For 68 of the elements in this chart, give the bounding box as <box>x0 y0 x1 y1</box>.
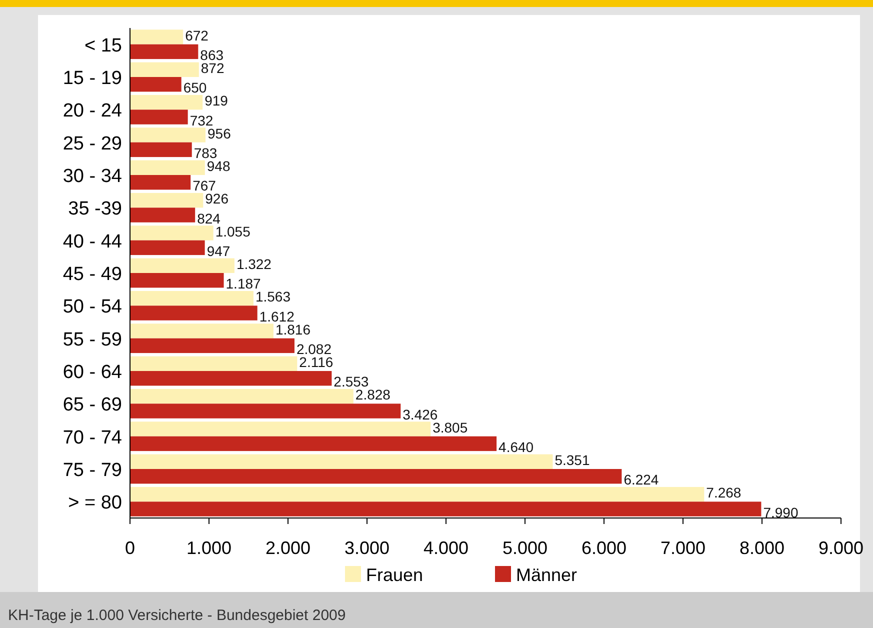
data-label: 672 <box>185 27 209 44</box>
x-tick-label: 6.000 <box>581 538 627 558</box>
y-tick-label: 40 - 44 <box>62 231 122 252</box>
bar <box>130 422 431 436</box>
bar <box>130 306 258 320</box>
y-tick-label: 45 - 49 <box>62 264 122 285</box>
x-tick-label: 9.000 <box>818 538 864 558</box>
bar <box>130 44 198 60</box>
bar <box>130 486 704 502</box>
data-label: 947 <box>206 243 230 260</box>
bar <box>130 110 188 124</box>
bar <box>130 226 214 240</box>
bar <box>130 94 203 110</box>
bar <box>130 356 298 371</box>
y-tick-label: 50 - 54 <box>62 296 122 318</box>
bar <box>130 192 204 208</box>
bar <box>130 404 401 418</box>
x-tick-label: 7.000 <box>660 538 706 558</box>
bar <box>130 258 234 273</box>
y-tick-label: 55 - 59 <box>62 329 122 350</box>
data-label: 650 <box>183 80 207 96</box>
y-tick-label: 35 -39 <box>68 198 122 220</box>
bar <box>130 338 294 354</box>
bar <box>130 469 622 484</box>
data-label: 6.224 <box>624 472 659 488</box>
y-tick-label: 60 - 64 <box>62 362 122 383</box>
x-tick-label: 2.000 <box>265 538 311 558</box>
legend-label: Frauen <box>366 565 424 585</box>
y-tick-label: 15 - 19 <box>62 68 122 89</box>
data-label: 919 <box>204 92 228 109</box>
bar <box>130 436 497 452</box>
data-label: 4.640 <box>498 439 534 456</box>
bar <box>130 273 224 288</box>
bar <box>130 175 191 190</box>
bar <box>130 128 206 142</box>
legend-label: Männer <box>516 565 578 585</box>
data-label: 1.322 <box>236 256 272 272</box>
bar <box>130 371 332 386</box>
bar <box>130 324 274 338</box>
bar <box>130 62 199 77</box>
bar <box>130 290 254 306</box>
bar <box>130 77 182 92</box>
text: KH-Tage je 1.000 Versicherte - Bundesgebiet 2009 <box>8 607 346 624</box>
x-tick-label: 0 <box>124 538 136 558</box>
bar <box>130 142 192 158</box>
bar <box>130 240 205 256</box>
x-tick-label: 5.000 <box>502 538 548 558</box>
bar <box>130 454 553 469</box>
x-tick-label: 8.000 <box>739 538 785 558</box>
y-tick-label: 75 - 79 <box>62 460 122 481</box>
y-tick-label: 30 - 34 <box>62 166 122 187</box>
y-tick-label: 25 - 29 <box>62 133 122 154</box>
data-label: 5.351 <box>554 452 590 468</box>
bar <box>130 30 184 44</box>
x-tick-label: 4.000 <box>423 538 469 558</box>
y-tick-label: > = 80 <box>68 492 122 514</box>
data-label: 7.268 <box>706 484 742 501</box>
y-tick-label: 65 - 69 <box>62 394 122 416</box>
y-tick-label: 70 - 74 <box>62 427 122 448</box>
bar <box>130 208 196 222</box>
bar <box>130 160 205 175</box>
x-tick-label: 3.000 <box>344 538 390 558</box>
bar <box>130 502 762 516</box>
x-tick-label: 1.000 <box>186 538 232 558</box>
bar <box>130 388 354 404</box>
y-tick-label: 20 - 24 <box>62 100 122 122</box>
data-label: 7.990 <box>763 504 798 520</box>
y-tick-label: < 15 <box>84 35 122 56</box>
